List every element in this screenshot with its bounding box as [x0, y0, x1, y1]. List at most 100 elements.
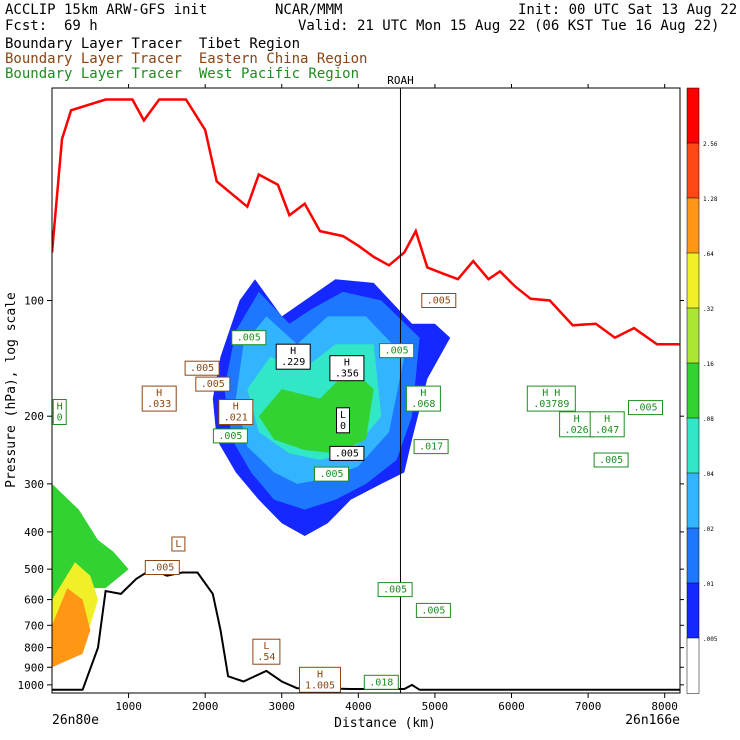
- contour-label-20: .005: [593, 452, 629, 468]
- y-tick-label: 500: [24, 563, 44, 576]
- colorbar-level-label: .005: [703, 636, 718, 643]
- y-tick-label: 900: [24, 661, 44, 674]
- contour-label-23: .005: [377, 582, 413, 598]
- colorbar-swatch: [686, 252, 700, 309]
- contour-label-18: H.047: [589, 411, 625, 438]
- contour-label-box: [329, 355, 365, 382]
- legend-tibet: Boundary Layer Tracer Tibet Region: [5, 36, 301, 52]
- contour-label-text: H: [290, 346, 296, 357]
- contour-label-text: 1.005: [305, 680, 335, 691]
- contour-label-text: .005: [427, 296, 451, 307]
- contour-label-25: L.54: [252, 638, 281, 665]
- x-end-label: 26n166e: [625, 713, 680, 728]
- legend-eastern-china: Boundary Layer Tracer Eastern China Regi…: [5, 51, 368, 67]
- contour-label-box: [218, 399, 254, 425]
- contour-label-text: H: [317, 669, 323, 680]
- contour-label-text: .229: [281, 357, 305, 368]
- colorbar-level-label: .02: [703, 526, 714, 533]
- y-tick-label: 1000: [18, 679, 45, 692]
- colorbar-level-label: .64: [703, 251, 714, 258]
- contour-label-text: .005: [421, 605, 445, 616]
- contour-label-9: H0: [52, 399, 67, 425]
- contour-label-text: .047: [595, 425, 619, 436]
- contour-label-box: [363, 674, 399, 690]
- x-tick-label: 6000: [498, 700, 525, 713]
- y-tick-label: 400: [24, 526, 44, 539]
- contour-label-6: .005: [195, 376, 231, 392]
- contour-label-15: .017: [413, 439, 449, 455]
- contour-label-text: .03789: [533, 399, 569, 410]
- contour-label-13: .005: [314, 466, 349, 482]
- contour-label-text: 0: [340, 421, 346, 432]
- colorbar-level-label: 1.28: [703, 196, 718, 203]
- contour-label-text: .018: [369, 677, 393, 688]
- contour-label-text: L: [340, 410, 346, 421]
- plot-frame: [51, 87, 681, 694]
- colorbar-swatch: [686, 197, 700, 254]
- colorbar-swatch: [686, 472, 700, 529]
- contour-label-box: [314, 466, 349, 482]
- contour-label-text: H: [57, 402, 63, 413]
- shading-region-7: [52, 588, 91, 668]
- contour-label-17: H.026: [559, 411, 595, 438]
- contour-label-text: .033: [147, 399, 171, 410]
- location-marker-label: ROAH: [387, 74, 414, 87]
- contour-label-27: .018: [363, 674, 399, 690]
- x-tick-label: 1000: [115, 700, 142, 713]
- contour-label-text: .005: [385, 346, 409, 357]
- contour-label-8: H.021: [218, 399, 254, 425]
- colorbar: .005 .01 .02 .04 .08 .16 .32 .64 1.28 2.56: [686, 87, 718, 694]
- contour-label-box: [413, 439, 449, 455]
- contour-label-text: .356: [335, 369, 359, 380]
- contour-label-22: .005: [144, 560, 180, 575]
- colorbar-level-label: .16: [703, 361, 714, 368]
- contour-label-text: .005: [201, 379, 225, 390]
- y-tick-label: 800: [24, 642, 44, 655]
- contour-label-text: .068: [411, 399, 435, 410]
- contour-label-text: .005: [319, 469, 343, 480]
- y-tick-label: 600: [24, 594, 44, 607]
- y-tick-label: 300: [24, 478, 44, 491]
- contour-label-text: .005: [633, 403, 657, 414]
- contour-label-7: H.033: [141, 385, 177, 412]
- colorbar-level-label: .01: [703, 581, 714, 588]
- x-tick-label: 3000: [269, 700, 296, 713]
- valid-time: Valid: 21 UTC Mon 15 Aug 22 (06 KST Tue …: [298, 18, 720, 34]
- contour-label-text: .005: [150, 563, 174, 574]
- contour-label-box: [421, 293, 457, 308]
- contour-label-box: [184, 360, 220, 376]
- legend-west-pacific: Boundary Layer Tracer West Pacific Regio…: [5, 66, 360, 82]
- contour-label-box: [405, 385, 441, 412]
- contour-label-text: H: [156, 388, 162, 399]
- x-tick-label: 4000: [345, 700, 372, 713]
- colorbar-swatch: [686, 527, 700, 584]
- contour-label-text: L: [263, 641, 269, 652]
- contour-label-box: [212, 428, 248, 444]
- forecast-hour: 69 h: [64, 18, 98, 34]
- x-start-label: 26n80e: [52, 713, 99, 728]
- colorbar-level-label: 2.56: [703, 141, 718, 148]
- contour-label-box: [231, 330, 267, 346]
- contour-label-text: .017: [419, 442, 443, 453]
- contour-label-text: H: [604, 414, 610, 425]
- contour-label-box: [589, 411, 625, 438]
- colorbar-swatch: [686, 582, 700, 639]
- contour-label-10: .005: [212, 428, 248, 444]
- contour-label-text: .021: [224, 413, 248, 424]
- institution-label: NCAR/MMM: [275, 2, 343, 18]
- contour-label-box: [144, 560, 180, 575]
- tropopause-line: [52, 98, 680, 346]
- contour-label-5: .005: [184, 360, 220, 376]
- contour-label-19: .005: [628, 400, 663, 416]
- contour-label-11: L0: [336, 407, 350, 434]
- x-tick-label: 7000: [575, 700, 602, 713]
- colorbar-swatch: [686, 142, 700, 199]
- contour-label-box: [526, 385, 576, 412]
- contour-label-2: .005: [379, 343, 415, 359]
- y-axis-title: Pressure (hPa), log scale: [4, 292, 19, 488]
- contour-label-box: [336, 407, 350, 434]
- x-axis-title: Distance (km): [334, 716, 436, 731]
